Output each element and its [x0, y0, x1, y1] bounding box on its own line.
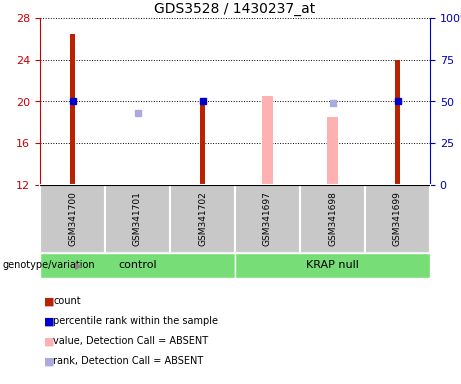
Text: ■: ■: [44, 336, 54, 346]
Bar: [40, 253, 235, 278]
Text: ■: ■: [44, 296, 54, 306]
Text: GSM341697: GSM341697: [263, 192, 272, 247]
Text: count: count: [53, 296, 81, 306]
Bar: [135, 184, 140, 185]
Text: ■: ■: [44, 316, 54, 326]
Bar: [327, 117, 338, 185]
Text: GSM341701: GSM341701: [133, 192, 142, 247]
Bar: [40, 185, 105, 253]
Bar: [105, 185, 170, 253]
Text: ■: ■: [44, 356, 54, 366]
Text: value, Detection Call = ABSENT: value, Detection Call = ABSENT: [53, 336, 208, 346]
Bar: [235, 253, 430, 278]
Text: rank, Detection Call = ABSENT: rank, Detection Call = ABSENT: [53, 356, 203, 366]
Bar: [300, 185, 365, 253]
Text: genotype/variation: genotype/variation: [2, 260, 95, 270]
Bar: [365, 185, 430, 253]
Text: GSM341699: GSM341699: [393, 192, 402, 247]
Bar: [170, 185, 235, 253]
Text: control: control: [118, 260, 157, 270]
Text: GSM341702: GSM341702: [198, 192, 207, 247]
Text: KRAP null: KRAP null: [306, 260, 359, 270]
Bar: [70, 34, 75, 185]
Text: ▶: ▶: [75, 260, 83, 270]
Bar: [262, 96, 273, 185]
Title: GDS3528 / 1430237_at: GDS3528 / 1430237_at: [154, 2, 316, 16]
Text: GSM341698: GSM341698: [328, 192, 337, 247]
Bar: [200, 101, 205, 185]
Bar: [395, 60, 400, 185]
Text: GSM341700: GSM341700: [68, 192, 77, 247]
Text: percentile rank within the sample: percentile rank within the sample: [53, 316, 218, 326]
Bar: [235, 185, 300, 253]
